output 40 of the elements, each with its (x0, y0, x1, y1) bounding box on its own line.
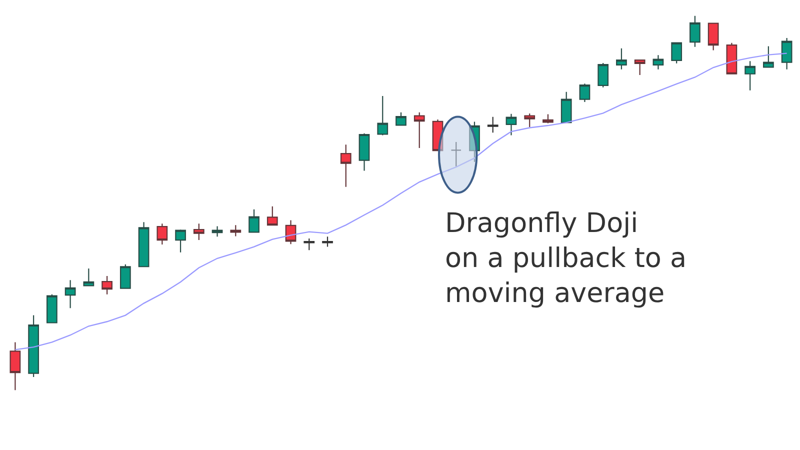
candlestick (285, 220, 296, 245)
candlestick (396, 112, 406, 126)
candlestick (156, 223, 168, 246)
candlestick (322, 236, 333, 248)
candlestick (212, 226, 223, 238)
candlestick (671, 42, 682, 64)
candlestick (120, 264, 131, 289)
candlestick (506, 113, 517, 136)
candlestick (414, 112, 425, 149)
candlestick (193, 223, 204, 241)
candlestick (652, 54, 664, 70)
candlestick (10, 342, 21, 391)
candlestick (726, 42, 738, 74)
candlestick (358, 132, 370, 172)
candlestick (616, 48, 627, 70)
annotation: Dragonfly Doji on a pullback to a moving average (445, 208, 687, 310)
candlestick (763, 46, 774, 68)
candlestick (690, 15, 700, 48)
candlestick (560, 91, 572, 124)
candlestick (708, 22, 719, 51)
candlestick (83, 268, 94, 286)
candlestick (46, 294, 58, 324)
candlestick (266, 206, 278, 226)
candlestick (28, 314, 39, 378)
candlestick (304, 238, 315, 251)
candlestick (487, 116, 498, 134)
candlestick (781, 37, 792, 70)
candlestick (579, 83, 590, 102)
candlestick (64, 280, 76, 309)
candlestick (340, 144, 352, 188)
candlestick (634, 59, 646, 76)
candlestick (102, 275, 112, 295)
candlestick (248, 208, 260, 233)
candlestick (432, 118, 444, 152)
candlestick (598, 62, 609, 88)
candlestick (744, 60, 756, 91)
candlestick (138, 222, 150, 268)
candlestick (524, 113, 536, 128)
candlestick (377, 95, 388, 136)
candlestick (175, 229, 186, 253)
